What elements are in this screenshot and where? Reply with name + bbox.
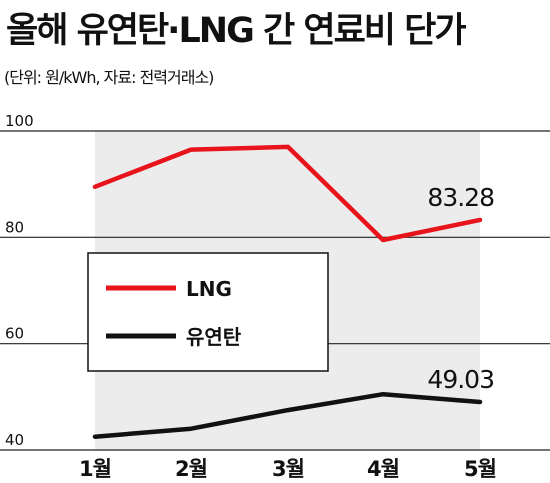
legend-box [87,252,329,372]
y-tick-label: 100 [5,112,34,130]
y-tick-label: 80 [5,218,24,236]
legend-label-lng: LNG [186,277,232,301]
x-tick-label: 4월 [367,457,399,481]
legend: LNG 유연탄 [87,252,329,372]
x-tick-label: 5월 [464,457,496,481]
x-tick-label: 1월 [79,457,111,481]
data-label-lng: 83.28 [427,183,494,212]
y-tick-label: 60 [5,325,24,343]
legend-label-coal: 유연탄 [186,325,242,349]
chart-subtitle: (단위: 원/kWh, 자료: 전력거래소) [4,68,214,87]
x-tick-label: 3월 [272,457,304,481]
y-tick-label: 40 [5,431,24,449]
chart-title: 올해 유연탄·LNG 간 연료비 단가 [6,11,467,51]
data-label-coal: 49.03 [427,365,494,394]
x-tick-label: 2월 [175,457,207,481]
